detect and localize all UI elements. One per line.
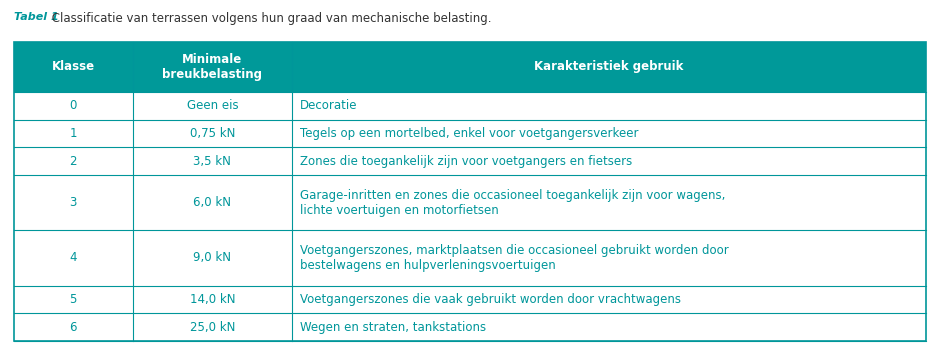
Text: Classificatie van terrassen volgens hun graad van mechanische belasting.: Classificatie van terrassen volgens hun … [48,12,492,25]
Text: 0: 0 [70,99,77,112]
Text: 14,0 kN: 14,0 kN [190,293,235,306]
Text: Zones die toegankelijk zijn voor voetgangers en fietsers: Zones die toegankelijk zijn voor voetgan… [300,155,633,168]
Text: Klasse: Klasse [52,60,95,73]
Text: 0,75 kN: 0,75 kN [190,127,235,140]
Text: 1: 1 [70,127,77,140]
Bar [14,42,926,341]
Text: Minimale
breukbelasting: Minimale breukbelasting [163,53,262,81]
Text: Tegels op een mortelbed, enkel voor voetgangersverkeer: Tegels op een mortelbed, enkel voor voet… [300,127,638,140]
Bar [14,285,926,313]
Text: Tabel 1: Tabel 1 [14,12,58,22]
Bar [14,119,926,147]
Text: Voetgangerszones die vaak gebruikt worden door vrachtwagens: Voetgangerszones die vaak gebruikt worde… [300,293,682,306]
Text: Karakteristiek gebruik: Karakteristiek gebruik [535,60,683,73]
Bar [14,42,926,92]
Text: 6: 6 [70,321,77,334]
Bar [14,175,926,230]
Text: Decoratie: Decoratie [300,99,357,112]
Bar [14,147,926,175]
Text: Wegen en straten, tankstations: Wegen en straten, tankstations [300,321,486,334]
Text: 6,0 kN: 6,0 kN [194,196,231,209]
Text: Voetgangerszones, marktplaatsen die occasioneel gebruikt worden door
bestelwagen: Voetgangerszones, marktplaatsen die occa… [300,244,728,272]
Bar [14,92,926,119]
Text: 25,0 kN: 25,0 kN [190,321,235,334]
Bar [14,313,926,341]
Text: 4: 4 [70,251,77,265]
Text: 9,0 kN: 9,0 kN [194,251,231,265]
Text: 3: 3 [70,196,77,209]
Text: 2: 2 [70,155,77,168]
Text: 3,5 kN: 3,5 kN [194,155,231,168]
Text: Garage-inritten en zones die occasioneel toegankelijk zijn voor wagens,
lichte v: Garage-inritten en zones die occasioneel… [300,188,726,217]
Text: Geen eis: Geen eis [186,99,238,112]
Text: 5: 5 [70,293,77,306]
Bar [14,230,926,285]
